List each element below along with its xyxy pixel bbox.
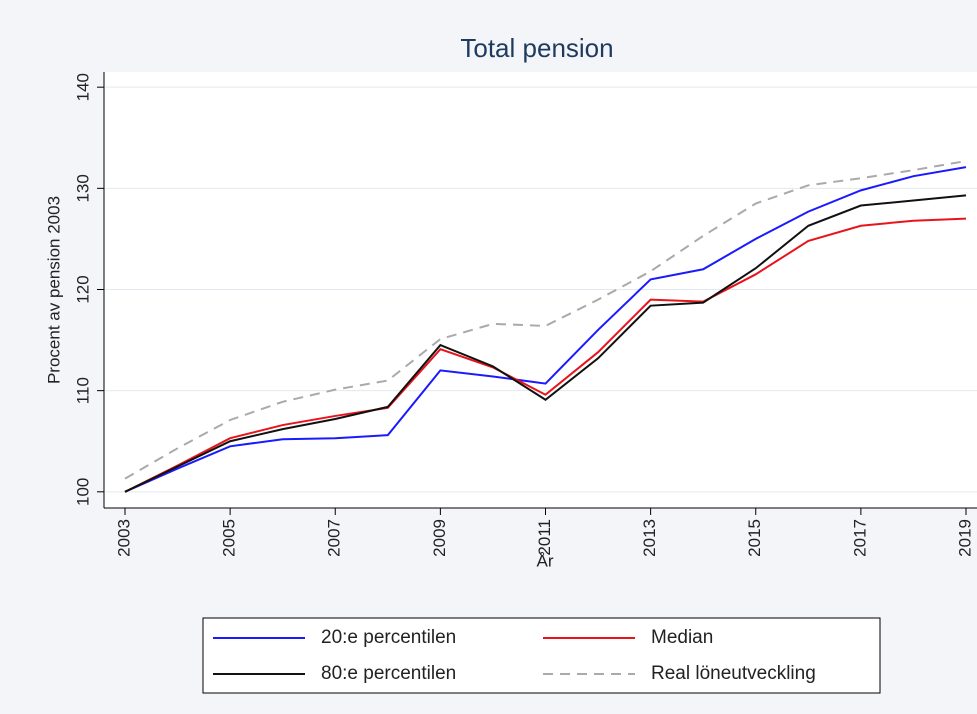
x-tick-label: 2015 [745,519,764,557]
legend-label: Real löneutveckling [651,663,816,684]
x-tick-label: 2007 [325,519,344,557]
plot-area [104,72,977,508]
x-tick-label: 2011 [535,519,554,556]
y-axis-label: Procent av pension 2003 [44,196,63,384]
y-tick-label: 100 [73,478,92,506]
y-tick-label: 120 [73,275,92,303]
line-series [124,194,967,493]
x-axis-label: År [537,551,554,570]
line-series [124,217,967,493]
x-tick-label: 2005 [220,519,239,557]
legend-label: 20:e percentilen [321,627,456,648]
line-series [124,160,967,480]
x-tick-label: 2019 [955,519,974,557]
legend-label: 80:e percentilen [321,663,456,684]
line-series [124,166,967,493]
legend-label: Median [651,627,713,648]
legend [202,617,881,694]
y-tick-label: 110 [73,377,92,404]
y-tick-label: 140 [73,73,92,101]
chart-title: Total pension [460,33,613,63]
y-tick-label: 130 [73,174,92,202]
x-tick-label: 2003 [114,519,133,557]
x-tick-label: 2013 [640,519,659,557]
x-tick-label: 2009 [430,519,449,557]
x-tick-label: 2017 [850,519,869,557]
